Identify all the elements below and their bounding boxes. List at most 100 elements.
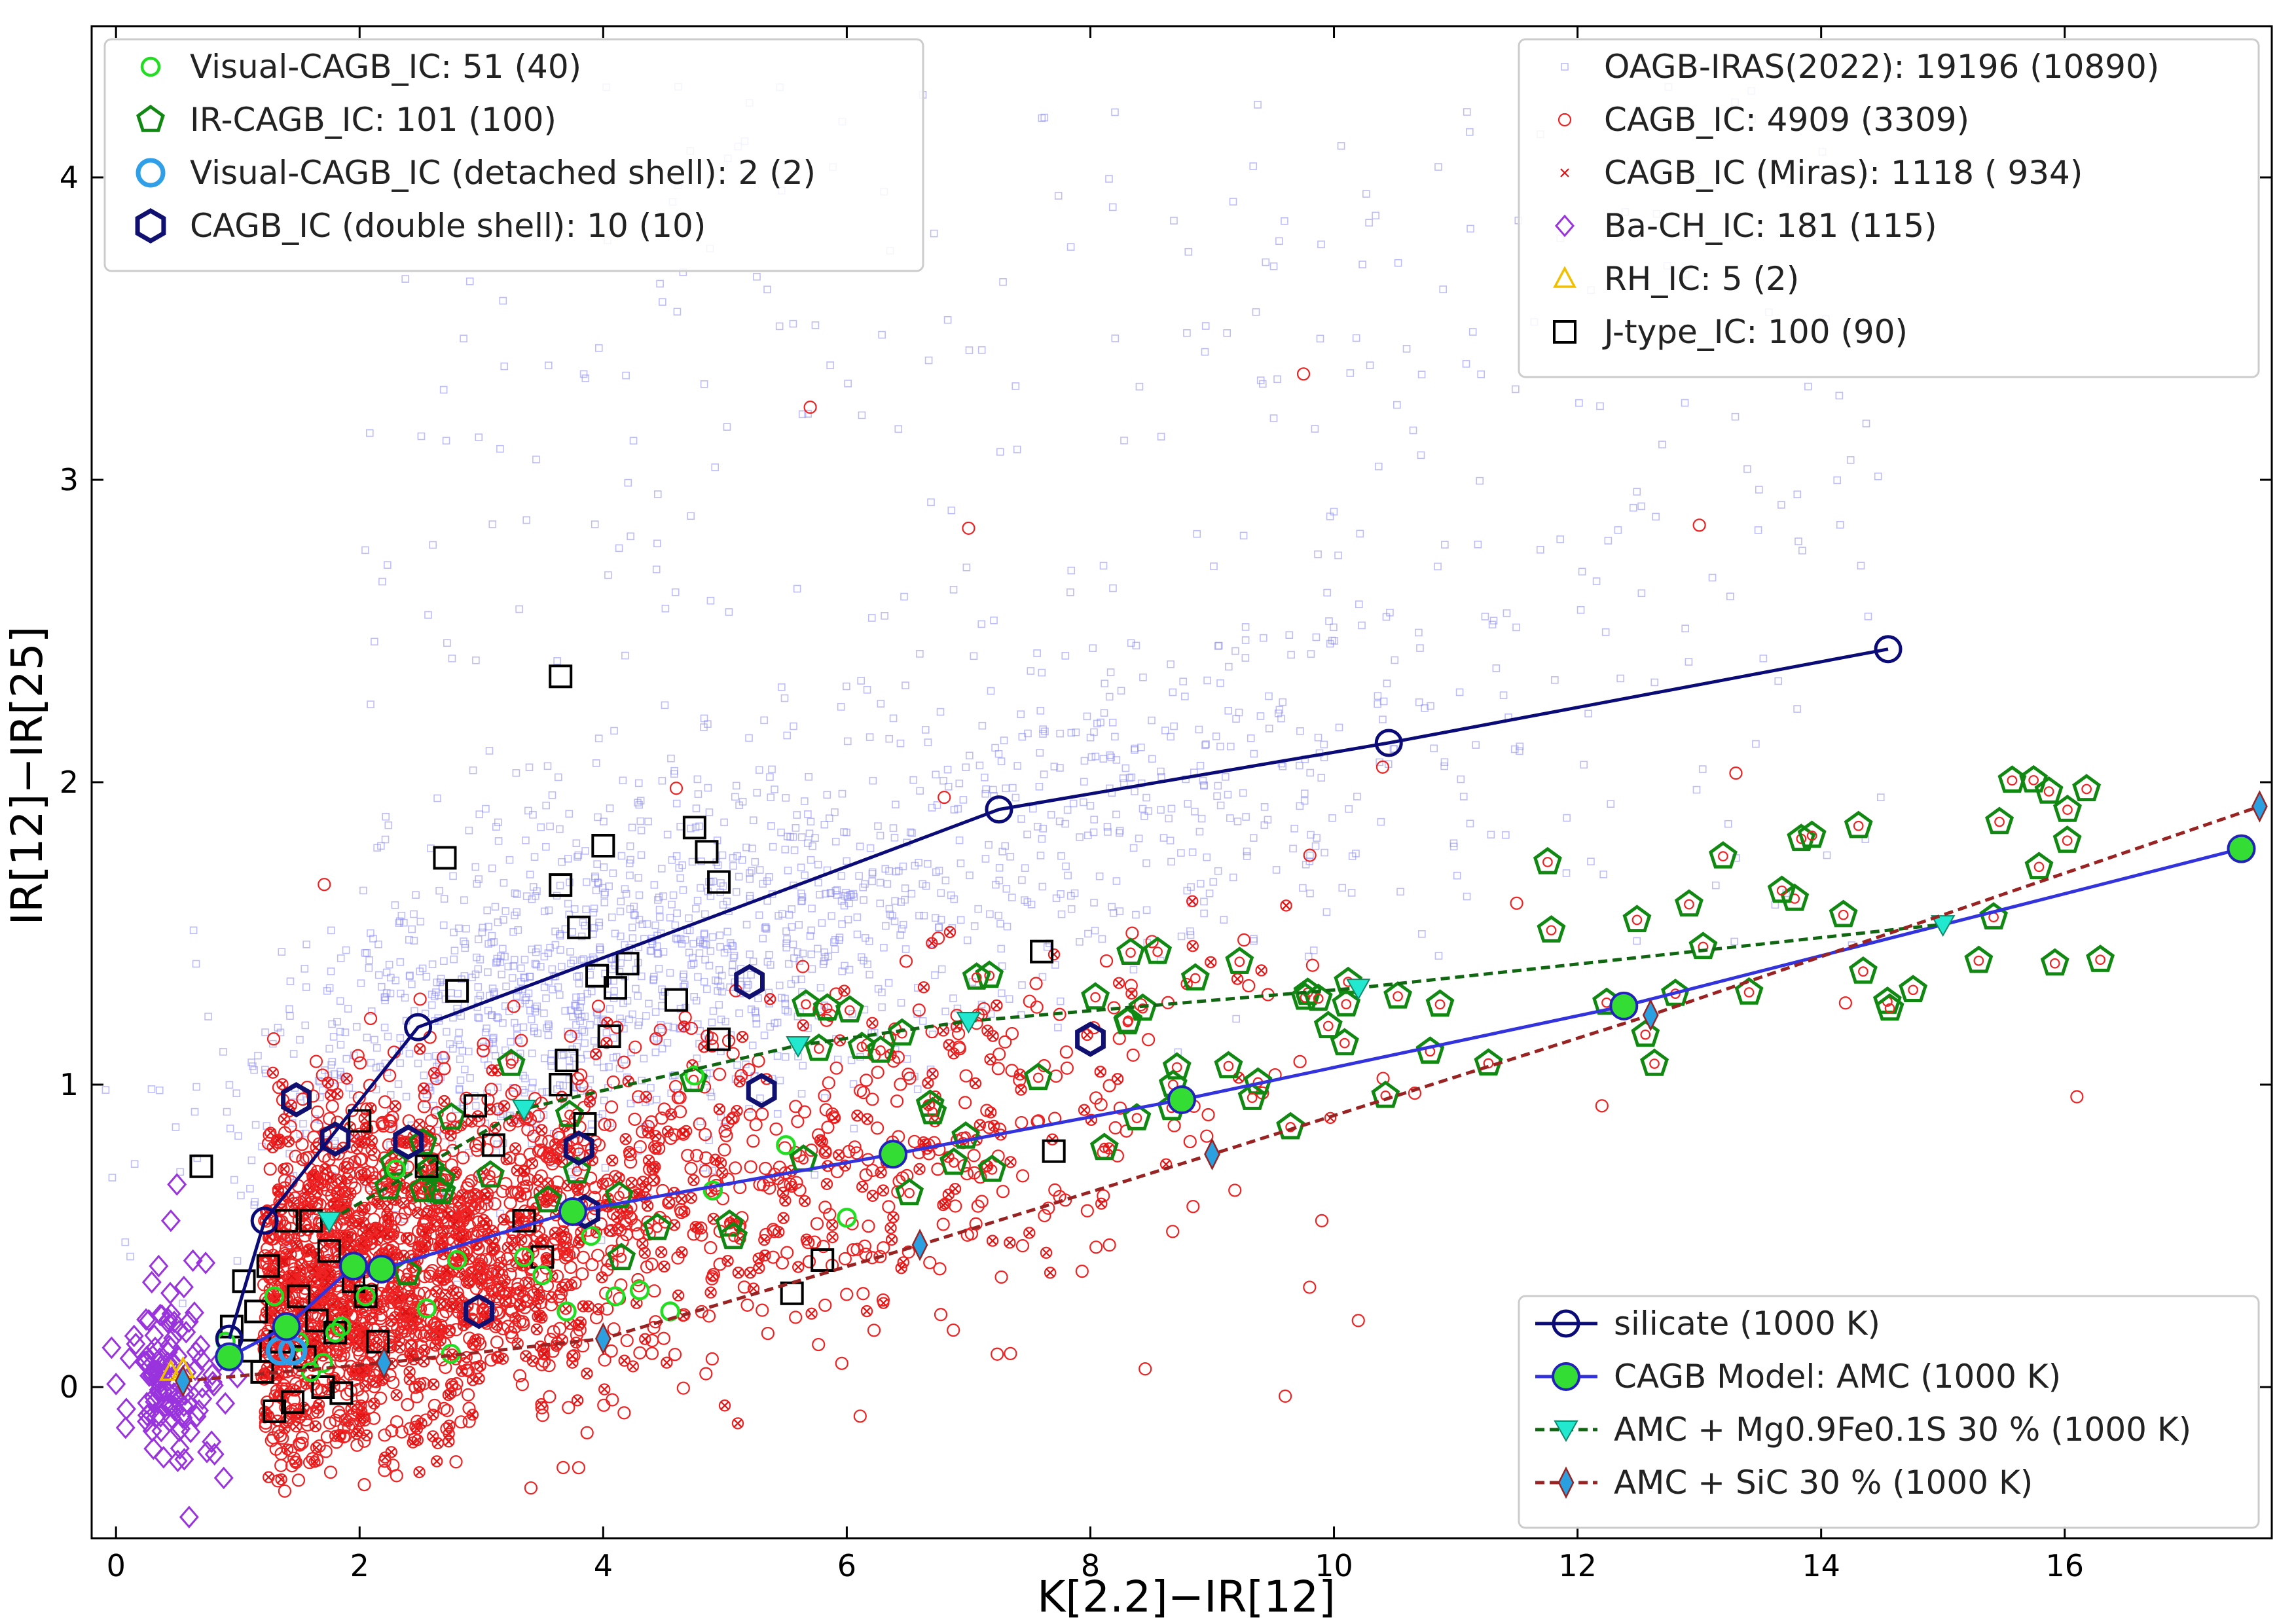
oagb-iras-point xyxy=(732,782,740,790)
oagb-iras-point xyxy=(1106,668,1115,676)
oagb-iras-point xyxy=(513,992,521,1000)
oagb-iras-point xyxy=(1804,382,1812,391)
oagb-iras-point xyxy=(1314,733,1322,742)
oagb-iras-point xyxy=(496,444,504,453)
oagb-iras-point xyxy=(556,930,564,938)
oagb-iras-point xyxy=(475,875,483,883)
oagb-iras-point xyxy=(1029,804,1037,813)
oagb-iras-point xyxy=(1033,649,1041,657)
oagb-iras-point xyxy=(532,960,541,969)
oagb-iras-point xyxy=(814,861,822,869)
oagb-iras-point xyxy=(733,1061,741,1069)
oagb-iras-point xyxy=(595,922,603,930)
oagb-iras-point xyxy=(962,763,970,772)
oagb-iras-point xyxy=(977,1000,986,1009)
oagb-iras-point xyxy=(466,1074,474,1082)
oagb-iras-point xyxy=(342,1055,351,1063)
oagb-iras-point xyxy=(1076,938,1084,946)
oagb-iras-point xyxy=(880,943,888,952)
oagb-iras-point xyxy=(501,907,510,915)
oagb-iras-point xyxy=(793,811,801,819)
oagb-iras-point xyxy=(716,931,724,939)
oagb-iras-point xyxy=(667,754,675,763)
oagb-iras-point xyxy=(866,844,875,852)
oagb-iras-point xyxy=(289,1050,298,1058)
oagb-iras-point xyxy=(1224,662,1233,671)
oagb-iras-point xyxy=(789,319,797,328)
oagb-iras-point xyxy=(483,906,492,914)
oagb-iras-point xyxy=(599,1015,607,1024)
oagb-iras-point xyxy=(1300,789,1309,797)
oagb-iras-point xyxy=(528,1084,536,1092)
oagb-iras-point xyxy=(845,965,854,974)
oagb-iras-point xyxy=(1296,761,1303,770)
oagb-iras-point xyxy=(380,1023,389,1032)
oagb-iras-point xyxy=(1833,476,1842,484)
oagb-iras-point xyxy=(1652,513,1660,521)
oagb-iras-point xyxy=(915,858,922,867)
oagb-iras-point xyxy=(1307,650,1315,658)
oagb-iras-point xyxy=(296,1130,304,1138)
oagb-iras-point xyxy=(250,1066,258,1074)
oagb-iras-point xyxy=(1039,825,1048,833)
oagb-iras-point xyxy=(676,874,684,882)
oagb-iras-point xyxy=(499,945,507,953)
oagb-iras-point xyxy=(814,878,822,887)
oagb-iras-point xyxy=(621,651,629,660)
oagb-iras-point xyxy=(676,1005,685,1013)
oagb-iras-point xyxy=(1202,740,1210,748)
oagb-iras-point xyxy=(1441,541,1449,549)
oagb-iras-point xyxy=(593,860,601,868)
oagb-iras-point xyxy=(752,1020,761,1028)
oagb-iras-point xyxy=(844,916,852,924)
oagb-iras-point xyxy=(653,896,662,904)
oagb-iras-point xyxy=(484,968,492,976)
oagb-iras-point xyxy=(778,994,786,1002)
oagb-iras-point xyxy=(1328,814,1336,822)
oagb-iras-point xyxy=(818,919,826,927)
oagb-iras-point xyxy=(1285,631,1294,639)
oagb-iras-point xyxy=(861,880,869,888)
oagb-iras-point xyxy=(1418,930,1426,938)
oagb-iras-point xyxy=(432,988,440,996)
oagb-iras-point xyxy=(1731,412,1740,421)
oagb-iras-point xyxy=(219,1048,227,1056)
oagb-iras-point xyxy=(635,916,644,924)
oagb-iras-point xyxy=(1117,687,1125,695)
oagb-iras-point xyxy=(1035,782,1044,791)
oagb-iras-point xyxy=(1129,844,1138,852)
oagb-iras-point xyxy=(605,1062,613,1071)
oagb-iras-point xyxy=(461,1066,469,1074)
oagb-iras-point xyxy=(755,911,763,919)
oagb-iras-point xyxy=(1200,782,1208,790)
oagb-iras-point xyxy=(843,682,850,691)
oagb-iras-point xyxy=(479,924,487,931)
oagb-iras-point xyxy=(1100,709,1108,717)
oagb-iras-point xyxy=(532,948,540,956)
oagb-iras-point xyxy=(915,911,923,920)
oagb-iras-point xyxy=(1492,664,1501,672)
oagb-iras-point xyxy=(892,867,900,876)
oagb-iras-point xyxy=(1876,793,1885,801)
oagb-iras-point xyxy=(1056,997,1065,1005)
oagb-iras-point xyxy=(957,859,965,867)
oagb-iras-point xyxy=(1125,774,1134,782)
oagb-iras-point xyxy=(526,871,534,878)
oagb-iras-point xyxy=(651,921,659,929)
oagb-iras-point xyxy=(1320,740,1328,749)
oagb-iras-point xyxy=(782,927,790,935)
oagb-iras-point xyxy=(1080,778,1088,786)
oagb-iras-point xyxy=(1183,886,1192,895)
oagb-iras-point xyxy=(626,905,634,913)
oagb-iras-point xyxy=(1281,217,1288,225)
oagb-iras-point xyxy=(668,901,676,909)
oagb-iras-point xyxy=(1142,859,1150,867)
oagb-iras-point xyxy=(1201,348,1209,356)
oagb-iras-point xyxy=(1330,623,1338,632)
oagb-iras-point xyxy=(756,1094,764,1102)
oagb-iras-point xyxy=(405,1049,414,1058)
oagb-iras-point xyxy=(803,839,812,848)
oagb-iras-point xyxy=(793,585,801,593)
oagb-iras-point xyxy=(336,997,344,1005)
oagb-iras-point xyxy=(406,971,414,980)
